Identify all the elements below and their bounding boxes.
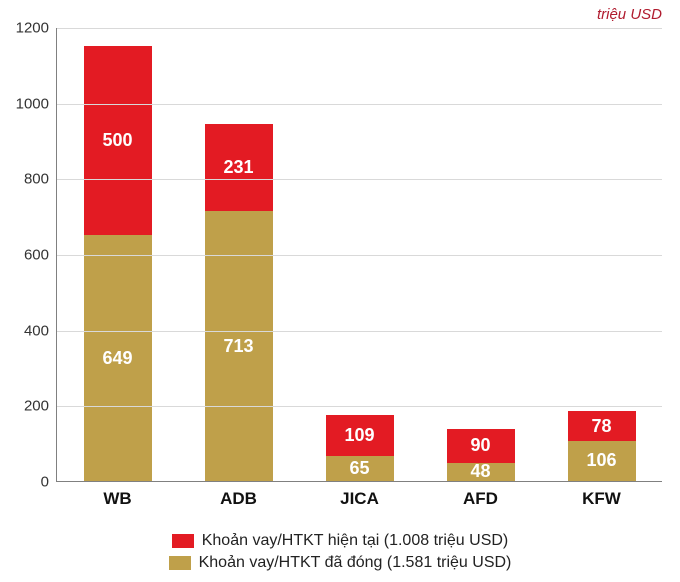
bar-segment-current: 500: [84, 46, 152, 235]
gridline: [57, 179, 662, 180]
bar-value-label: 649: [102, 348, 132, 369]
gridline: [57, 104, 662, 105]
x-tick-label: KFW: [582, 489, 621, 509]
bar-segment-closed: 649: [84, 235, 152, 481]
stacked-bar-chart: triệu USD 500 649 WB 231 713 ADB 109 65 JICA 90 48…: [0, 0, 680, 582]
legend-swatch-closed: [169, 556, 191, 570]
y-tick-label: 1200: [16, 20, 49, 37]
plot-area: 500649WB231713ADB10965JICA9048AFD78106KF…: [56, 28, 662, 482]
bar-segment-current: 109: [326, 415, 394, 456]
y-tick-label: 1000: [16, 95, 49, 112]
bar-segment-closed: 713: [205, 211, 273, 481]
bar-value-label: 65: [349, 458, 369, 479]
bar-value-label: 713: [223, 336, 253, 357]
legend: Khoản vay/HTKT hiện tại (1.008 triệu USD…: [0, 532, 680, 572]
unit-label: triệu USD: [597, 6, 662, 23]
legend-item-current: Khoản vay/HTKT hiện tại (1.008 triệu USD…: [172, 532, 509, 550]
bar-segment-current: 231: [205, 124, 273, 211]
bar-value-label: 106: [586, 450, 616, 471]
bar-value-label: 500: [102, 130, 132, 151]
bar-segment-closed: 106: [568, 441, 636, 481]
gridline: [57, 406, 662, 407]
y-tick-label: 600: [24, 247, 49, 264]
bar-value-label: 90: [470, 435, 490, 456]
gridline: [57, 28, 662, 29]
x-tick-label: AFD: [463, 489, 498, 509]
bar-value-label: 231: [223, 157, 253, 178]
gridline: [57, 331, 662, 332]
y-tick-label: 800: [24, 171, 49, 188]
gridline: [57, 255, 662, 256]
x-tick-label: JICA: [340, 489, 379, 509]
legend-item-closed: Khoản vay/HTKT đã đóng (1.581 triệu USD): [169, 554, 512, 572]
y-tick-label: 200: [24, 398, 49, 415]
y-tick-label: 400: [24, 322, 49, 339]
bar-segment-current: 78: [568, 411, 636, 441]
bar-segment-current: 90: [447, 429, 515, 463]
legend-label-current: Khoản vay/HTKT hiện tại (1.008 triệu USD…: [202, 532, 509, 550]
legend-swatch-current: [172, 534, 194, 548]
bar-value-label: 109: [344, 425, 374, 446]
x-tick-label: ADB: [220, 489, 257, 509]
bar-value-label: 48: [470, 461, 490, 482]
y-tick-label: 0: [41, 474, 49, 491]
legend-label-closed: Khoản vay/HTKT đã đóng (1.581 triệu USD): [199, 554, 512, 572]
bar-value-label: 78: [591, 416, 611, 437]
bar-segment-closed: 65: [326, 456, 394, 481]
x-tick-label: WB: [103, 489, 131, 509]
bar-segment-closed: 48: [447, 463, 515, 481]
